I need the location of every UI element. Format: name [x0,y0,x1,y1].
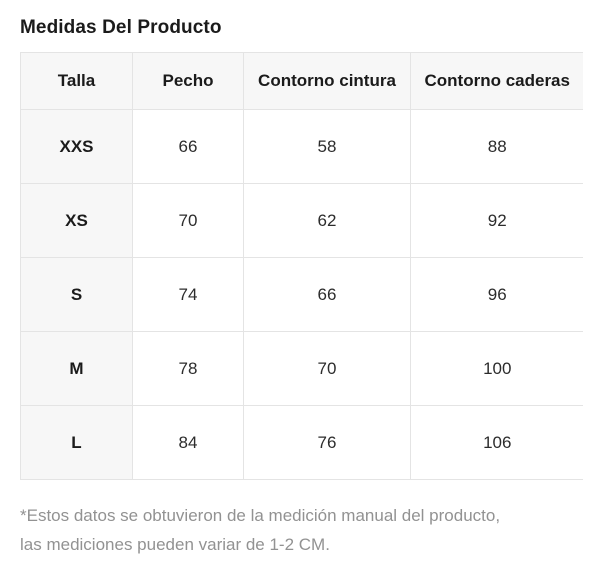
measurement-disclaimer: *Estos datos se obtuvieron de la medició… [20,501,600,559]
size-table-header: Talla Pecho Contorno cintura Contorno ca… [20,52,583,110]
column-header-talla: Talla [20,52,133,110]
size-cell: M [20,331,133,406]
pecho-value: 84 [132,405,244,480]
column-header-pecho: Pecho [132,52,244,110]
caderas-value: 88 [410,109,583,184]
pecho-value: 74 [132,257,244,332]
pecho-value: 70 [132,183,244,258]
table-row: L 84 76 106 [20,405,583,480]
cintura-value: 76 [243,405,411,480]
table-row: XXS 66 58 88 [20,109,583,184]
column-header-cintura: Contorno cintura [243,52,411,110]
size-table: Talla Pecho Contorno cintura Contorno ca… [20,52,583,480]
table-row: XS 70 62 92 [20,183,583,258]
caderas-value: 100 [410,331,583,406]
cintura-value: 58 [243,109,411,184]
pecho-value: 78 [132,331,244,406]
disclaimer-line-1: *Estos datos se obtuvieron de la medició… [20,506,501,525]
pecho-value: 66 [132,109,244,184]
size-cell: S [20,257,133,332]
size-table-body: XXS 66 58 88 XS 70 62 92 S 74 66 96 [20,109,583,480]
caderas-value: 96 [410,257,583,332]
size-cell: XXS [20,109,133,184]
caderas-value: 92 [410,183,583,258]
size-cell: L [20,405,133,480]
caderas-value: 106 [410,405,583,480]
column-header-caderas: Contorno caderas [410,52,583,110]
table-row: M 78 70 100 [20,331,583,406]
header-row: Talla Pecho Contorno cintura Contorno ca… [20,52,583,110]
cintura-value: 70 [243,331,411,406]
cintura-value: 66 [243,257,411,332]
disclaimer-line-2: las mediciones pueden variar de 1-2 CM. [20,535,330,554]
size-cell: XS [20,183,133,258]
size-table-container: Talla Pecho Contorno cintura Contorno ca… [20,52,583,480]
table-row: S 74 66 96 [20,257,583,332]
page-title: Medidas Del Producto [20,17,222,38]
cintura-value: 62 [243,183,411,258]
